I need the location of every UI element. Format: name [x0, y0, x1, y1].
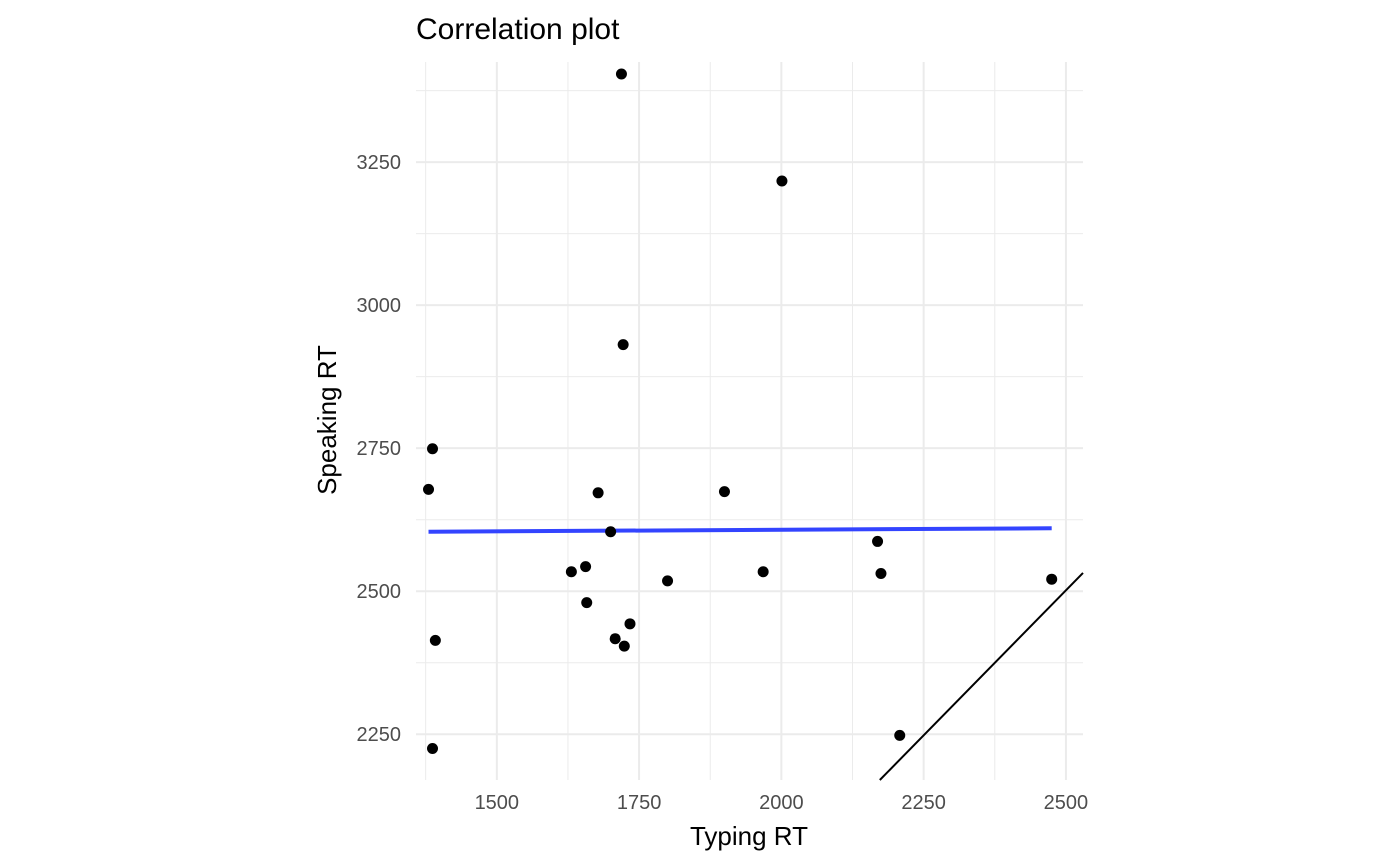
y-tick-label: 2500 [357, 581, 402, 603]
scatter-point [427, 743, 439, 755]
scatter-point [618, 640, 630, 652]
scatter-point [662, 575, 674, 587]
major-gridlines [416, 62, 1083, 780]
x-tick-label: 1750 [617, 792, 662, 814]
scatter-point [1046, 573, 1058, 585]
scatter-point [776, 175, 788, 187]
scatter-point [605, 526, 617, 538]
scatter-point [427, 443, 439, 455]
scatter-point [581, 597, 593, 609]
scatter-point [617, 339, 629, 351]
scatter-point [894, 729, 906, 741]
x-tick-label: 1500 [475, 792, 520, 814]
data-points [423, 68, 1058, 755]
scatter-point [615, 68, 627, 80]
scatter-point [757, 566, 769, 578]
regression-line [428, 526, 1052, 534]
y-tick-label: 2250 [357, 724, 402, 746]
y-tick-labels: 2250 2500 2750 3000 3250 [357, 152, 402, 746]
scatter-point [609, 633, 621, 645]
scatter-point [565, 566, 577, 578]
y-tick-label: 3250 [357, 152, 402, 174]
x-tick-label: 2000 [759, 792, 804, 814]
x-axis-label: Typing RT [690, 821, 808, 851]
x-tick-labels: 1500 1750 2000 2250 2500 [475, 792, 1089, 814]
scatter-point [592, 487, 604, 499]
y-tick-label: 2750 [357, 438, 402, 460]
fit-lines [428, 526, 1084, 781]
y-tick-label: 3000 [357, 295, 402, 317]
scatter-point [718, 486, 730, 498]
scatter-point [429, 634, 441, 646]
scatter-point [875, 567, 887, 579]
scatter-point [624, 618, 636, 630]
scatter-point [580, 561, 592, 573]
minor-gridlines [416, 62, 1083, 780]
scatter-point [872, 535, 884, 547]
reference-line [879, 572, 1084, 781]
chart-title: Correlation plot [416, 13, 620, 46]
y-axis-label: Speaking RT [312, 345, 342, 495]
x-tick-label: 2500 [1044, 792, 1089, 814]
x-tick-label: 2250 [901, 792, 946, 814]
scatter-point [423, 483, 435, 495]
